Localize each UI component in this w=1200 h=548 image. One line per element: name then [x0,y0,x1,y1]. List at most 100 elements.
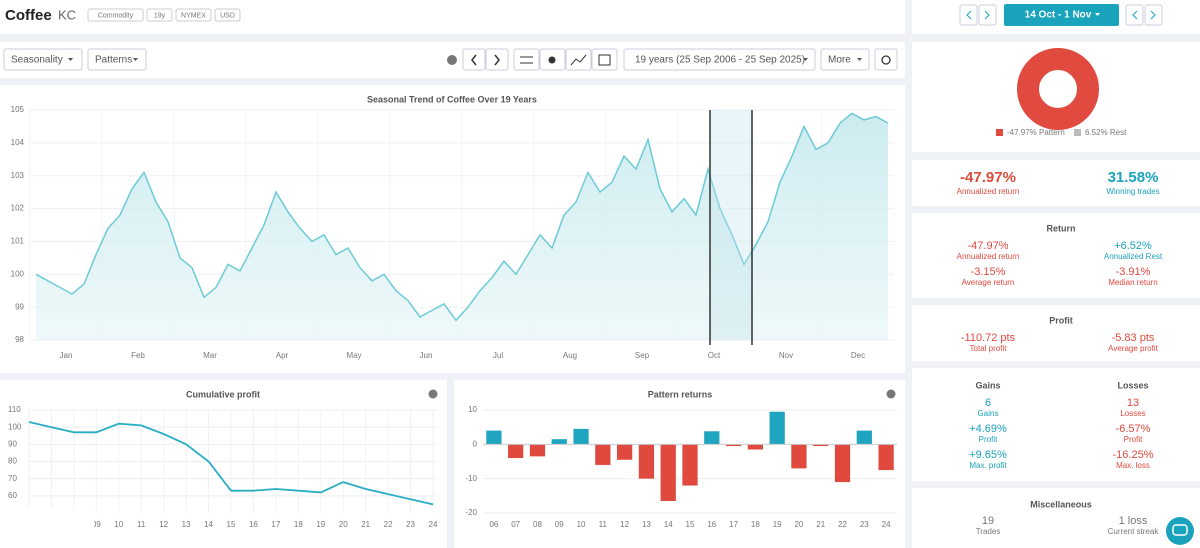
icon [494,54,500,66]
icon [984,10,990,20]
x-tick-label: 08 [533,520,542,529]
stat-value: +6.52% [1114,240,1152,252]
x-tick-label: 13 [642,520,651,529]
icon [966,10,972,20]
x-tick-label: 09 [92,520,101,529]
stat-value: -47.97% [968,240,1009,252]
x-tick-label: 22 [384,520,393,529]
swap-button[interactable] [513,48,540,71]
x-tick-label: 17 [729,520,738,529]
help-icon[interactable] [447,55,457,65]
more-dropdown[interactable] [820,48,870,71]
y-tick-label: 90 [8,439,17,448]
y-tick-label: 101 [11,237,25,246]
x-tick-label: 23 [406,520,415,529]
x-tick-label: 10 [577,520,586,529]
y-tick-label: 80 [8,457,17,466]
more: More [828,55,851,66]
y-tick-label: 70 [8,474,17,483]
section-title: Miscellaneous [1030,499,1092,509]
y-tick-label: 110 [8,405,21,414]
icon [471,54,477,66]
stat-label: Total profit [970,344,1008,353]
range: 19 years (25 Sep 2006 - 25 Sep 2025) [635,55,805,66]
next-button[interactable] [978,4,997,26]
y-tick-label: 10 [468,405,477,414]
x-tick-label: 19 [316,520,325,529]
back-button[interactable] [462,48,486,71]
tag-label: 19y [154,12,166,19]
x-tick-label: 10 [114,520,123,529]
caret [803,58,808,61]
bar [725,444,742,447]
y-tick-label: 0 [473,439,478,448]
stat-value: 19 [982,515,994,527]
calendar-button[interactable] [591,48,618,71]
bar [595,444,611,465]
stat-value: -3.91% [1116,266,1151,278]
section-title: Profit [1049,315,1073,325]
stat-label: Losses [1120,409,1145,418]
tag [175,8,212,22]
x-tick-label: May [346,351,361,360]
y-tick-label: -20 [465,508,477,517]
icon [598,54,611,66]
seasonality: Seasonality [11,55,63,66]
symbol: KC [58,7,76,22]
stat-label: Trades [976,527,1001,536]
legend-swatch [1074,129,1081,136]
profit-panel [912,305,1200,361]
x-tick-label: 13 [182,520,191,529]
misc-panel [912,488,1200,548]
legend-swatch [996,129,1003,136]
x-tick-label: 12 [620,520,629,529]
x-tick-label: Aug [563,351,577,360]
icon [520,56,533,64]
prev-button[interactable] [1125,4,1144,26]
line [28,421,434,506]
forward-button[interactable] [485,48,509,71]
overlay [0,508,94,548]
x-tick-label: Oct [708,351,721,360]
line [35,112,889,322]
period: 14 Oct - 1 Nov [1025,10,1092,21]
chart-button[interactable] [565,48,592,71]
x-tick-label: 17 [271,520,280,529]
bar [551,439,567,445]
period-button[interactable] [1004,4,1119,26]
x-tick-label: Feb [131,351,145,360]
x-tick-label: 18 [294,520,303,529]
x-tick-label: 15 [686,520,695,529]
x-tick-label: Dec [851,351,865,360]
title: Coffee [5,7,52,24]
icon [1172,524,1188,536]
stat-label: Annualized return [957,252,1020,261]
prev-button[interactable] [959,4,978,26]
y-tick-label: 98 [15,335,24,344]
stat-label: Profit [979,435,998,444]
y-tick-label: 99 [15,302,24,311]
caret [857,58,862,61]
donut [1017,48,1099,130]
bar [704,431,720,445]
tag [214,8,241,22]
bar [682,444,698,486]
bar [486,430,502,445]
next-button[interactable] [1144,4,1163,26]
x-tick-label: 24 [882,520,891,529]
area [36,113,888,340]
reset-button[interactable] [874,48,898,71]
bar [747,444,763,450]
help-icon[interactable] [886,389,896,399]
stat-label: Median return [1108,278,1157,287]
chat-button[interactable] [1166,517,1194,545]
stat-value: -16.25% [1113,449,1154,461]
range-dropdown[interactable] [623,48,816,71]
help-icon[interactable] [428,389,438,399]
stat-value: 1 loss [1119,515,1148,527]
stat-value: 6 [985,397,991,409]
seasonality-dropdown[interactable] [3,48,83,71]
patterns-dropdown[interactable] [87,48,147,71]
x-tick-label: Jun [420,351,433,360]
x-tick-label: 20 [339,520,348,529]
